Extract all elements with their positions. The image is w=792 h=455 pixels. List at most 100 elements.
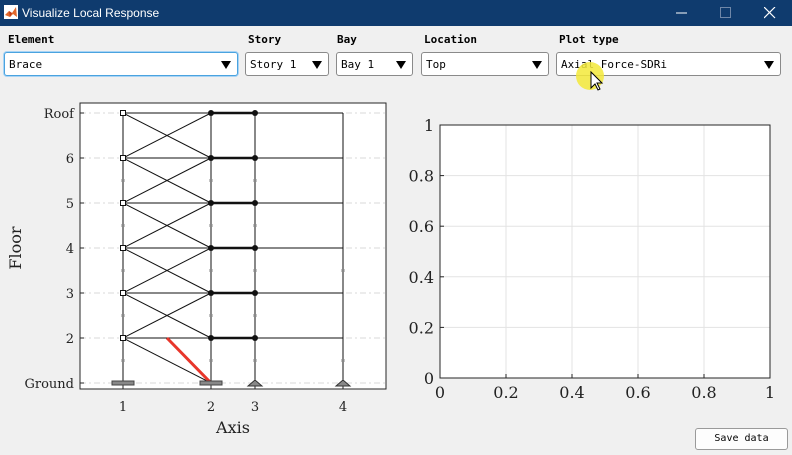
bay-label: Bay xyxy=(337,33,357,46)
y-axis-label: Floor xyxy=(6,226,25,269)
mid-node xyxy=(121,224,125,227)
joint-node xyxy=(208,110,214,116)
x-tick-label: 0.2 xyxy=(493,383,518,402)
brace xyxy=(122,337,212,384)
joint-node xyxy=(252,245,258,251)
joint-node xyxy=(208,290,214,296)
mid-node xyxy=(341,359,345,362)
location-value: Top xyxy=(426,58,446,71)
mid-node xyxy=(121,179,125,182)
mid-node xyxy=(209,269,213,272)
mid-node xyxy=(209,314,213,317)
mid-node xyxy=(209,179,213,182)
x-tick-label: 0.4 xyxy=(559,383,584,402)
x-tick-label: 0.8 xyxy=(691,383,716,402)
brace-node xyxy=(120,155,126,161)
joint-node xyxy=(252,290,258,296)
chevron-down-icon xyxy=(221,61,231,69)
brace xyxy=(122,292,212,339)
story-dropdown[interactable]: Story 1 xyxy=(245,52,329,76)
joint-node xyxy=(208,335,214,341)
y-tick-label: Roof xyxy=(44,107,75,122)
bay-dropdown[interactable]: Bay 1 xyxy=(336,52,413,76)
mid-node xyxy=(253,269,257,272)
element-label: Element xyxy=(8,33,55,46)
minimize-button[interactable] xyxy=(660,0,704,26)
mid-node xyxy=(253,359,257,362)
joint-node xyxy=(208,245,214,251)
x-tick-label: 1 xyxy=(119,400,127,415)
window-title: Visualize Local Response xyxy=(22,6,160,20)
joint-node xyxy=(252,155,258,161)
plot-type-label: Plot type xyxy=(559,33,619,46)
pinned-support xyxy=(246,379,264,387)
title-bar: Visualize Local Response xyxy=(0,0,792,26)
y-tick-label: 3 xyxy=(66,287,74,302)
frame-axes-box xyxy=(79,102,387,390)
chart-axes-box xyxy=(439,124,771,379)
x-tick-label: 4 xyxy=(339,400,347,415)
brace-node xyxy=(120,110,126,116)
brace xyxy=(122,247,212,294)
cursor-pointer xyxy=(576,62,604,91)
save-data-button[interactable]: Save data xyxy=(695,428,788,450)
y-tick-label: 0.6 xyxy=(409,217,434,236)
joint-node xyxy=(208,200,214,206)
mid-node xyxy=(121,314,125,317)
selected-brace xyxy=(165,336,213,385)
fixed-support xyxy=(111,380,135,386)
bay-value: Bay 1 xyxy=(341,58,375,71)
mid-node xyxy=(121,359,125,362)
x-tick-label: 3 xyxy=(251,400,259,415)
chart-plot-area xyxy=(440,125,770,378)
joint-node xyxy=(252,200,258,206)
element-dropdown[interactable]: Brace xyxy=(4,52,238,76)
y-tick-label: 5 xyxy=(66,197,74,212)
minimize-icon xyxy=(676,12,687,14)
x-tick-label: 0 xyxy=(435,383,445,402)
y-tick-label: Ground xyxy=(25,377,75,392)
brace-node xyxy=(120,245,126,251)
x-tick-label: 2 xyxy=(207,400,215,415)
y-tick-label: 0.2 xyxy=(409,318,434,337)
joint-node xyxy=(208,155,214,161)
element-value: Brace xyxy=(9,58,43,71)
x-tick-label: 1 xyxy=(765,383,775,402)
joint-node xyxy=(252,110,258,116)
location-label: Location xyxy=(424,33,477,46)
chevron-down-icon xyxy=(764,61,774,69)
story-label: Story xyxy=(248,33,282,46)
matlab-icon xyxy=(4,5,18,19)
y-tick-label: 0.4 xyxy=(409,268,434,287)
response-chart[interactable]: 0 0.2 0.4 0.6 0.8 1 0 0.2 0.4 0.6 0.8 1 xyxy=(400,110,792,410)
maximize-icon xyxy=(720,7,731,18)
mid-node xyxy=(341,269,345,272)
y-tick-label: 1 xyxy=(424,116,434,135)
brace xyxy=(122,157,212,204)
joint-node xyxy=(252,335,258,341)
y-tick-label: 0 xyxy=(424,369,434,388)
mid-node xyxy=(121,269,125,272)
chevron-down-icon xyxy=(532,61,542,69)
mid-node xyxy=(253,224,257,227)
mid-node xyxy=(209,224,213,227)
fixed-support xyxy=(199,380,223,386)
y-tick-label: 0.8 xyxy=(409,167,434,186)
story-value: Story 1 xyxy=(250,58,297,71)
brace xyxy=(122,202,212,249)
chevron-down-icon xyxy=(396,61,406,69)
location-dropdown[interactable]: Top xyxy=(421,52,549,76)
frame-elevation-plot[interactable]: Ground 2 3 4 5 6 Roof 1 2 3 4 Axis Floor xyxy=(0,90,400,440)
close-button[interactable] xyxy=(748,0,792,26)
brace xyxy=(122,112,212,159)
y-tick-label: 2 xyxy=(66,332,74,347)
x-axis-label: Axis xyxy=(215,418,250,437)
pinned-support xyxy=(334,379,352,387)
y-tick-label: 6 xyxy=(66,152,74,167)
close-icon xyxy=(764,7,776,19)
brace-node xyxy=(120,290,126,296)
y-tick-label: 4 xyxy=(66,242,74,257)
chevron-down-icon xyxy=(312,61,322,69)
mid-node xyxy=(253,179,257,182)
maximize-button[interactable] xyxy=(704,0,748,26)
